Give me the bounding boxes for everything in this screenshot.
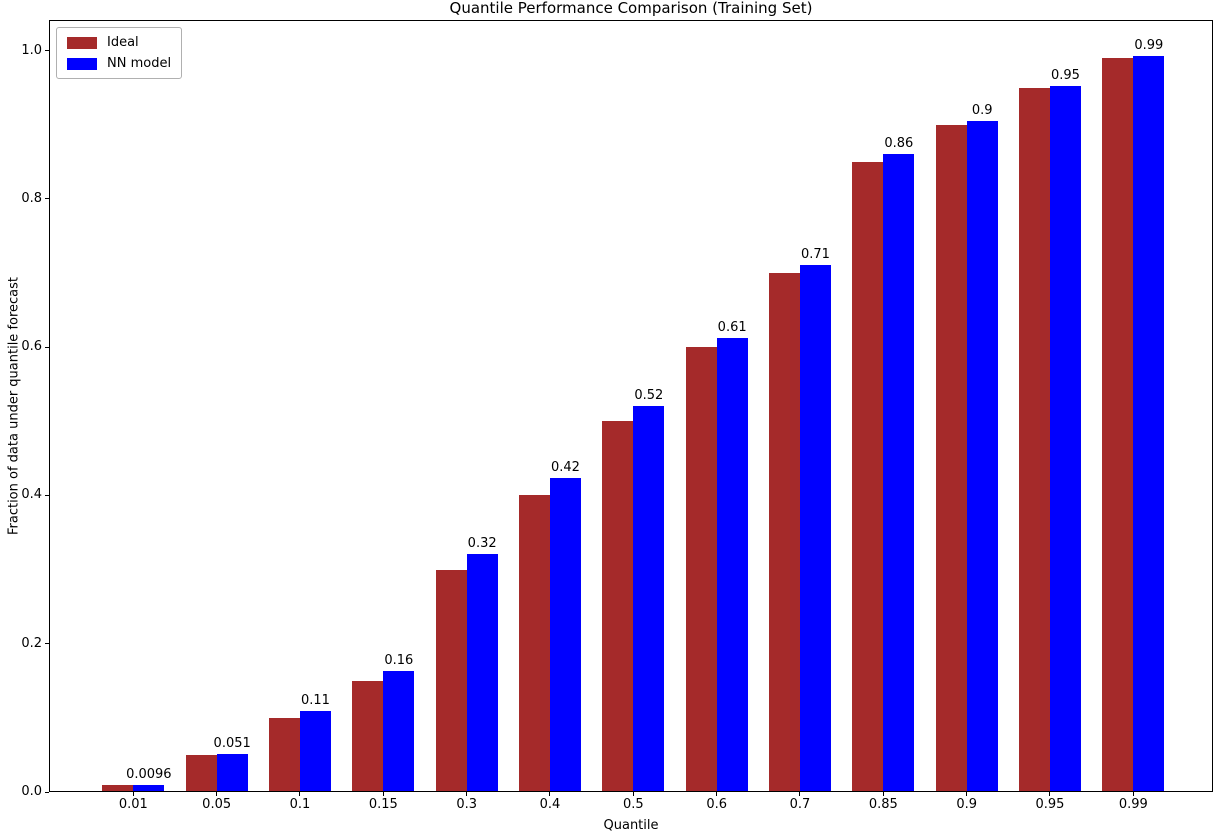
- bar-ideal-0.15: [352, 681, 384, 792]
- bar-value-label: 0.71: [801, 246, 830, 262]
- y-tick-label: 0.4: [21, 487, 42, 503]
- x-tick-mark: [1132, 792, 1134, 796]
- y-tick-label: 0.6: [21, 339, 42, 355]
- x-tick-mark: [966, 792, 968, 796]
- y-tick-mark: [45, 198, 49, 200]
- bar-value-label: 0.0096: [126, 766, 172, 782]
- bar-nn-model-0.6: [716, 338, 748, 792]
- bar-ideal-0.6: [685, 347, 717, 792]
- x-tick-label: 0.7: [789, 797, 811, 812]
- bar-nn-model-0.15: [383, 671, 415, 792]
- x-tick-label: 0.95: [1035, 797, 1065, 812]
- y-tick-label: 1.0: [21, 42, 42, 58]
- y-tick-mark: [45, 50, 49, 51]
- x-tick-label: 0.5: [622, 797, 644, 812]
- legend-swatch-nn-model: [67, 57, 97, 70]
- bar-nn-model-0.4: [549, 478, 581, 792]
- bar-value-label: 0.52: [634, 388, 664, 404]
- bar-nn-model-0.1: [299, 711, 331, 792]
- bar-value-label: 0.32: [467, 535, 497, 551]
- x-tick-mark: [549, 792, 551, 796]
- x-tick-label: 0.3: [456, 797, 477, 812]
- x-tick-label: 0.99: [1118, 797, 1148, 812]
- bar-value-label: 0.16: [384, 653, 414, 669]
- bar-ideal-0.85: [852, 162, 884, 792]
- bar-ideal-0.3: [435, 570, 467, 792]
- bar-nn-model-0.5: [633, 406, 665, 792]
- bar-nn-model-0.05: [216, 754, 248, 792]
- x-tick-mark: [466, 792, 468, 796]
- legend-label-nn-model: NN model: [107, 56, 172, 71]
- bar-nn-model-0.9: [966, 121, 998, 792]
- x-tick-label: 0.6: [706, 797, 727, 812]
- y-tick-mark: [45, 643, 49, 645]
- bar-ideal-0.95: [1018, 88, 1050, 792]
- legend-swatch-ideal: [67, 36, 97, 49]
- x-tick-label: 0.4: [539, 797, 561, 812]
- bar-ideal-0.9: [935, 125, 967, 792]
- x-tick-mark: [216, 792, 218, 796]
- bar-nn-model-0.99: [1133, 56, 1165, 792]
- y-tick-label: 0.2: [21, 635, 42, 651]
- bar-ideal-0.05: [185, 755, 217, 792]
- x-tick-label: 0.9: [956, 797, 977, 812]
- legend-label-ideal: Ideal: [107, 35, 139, 50]
- x-tick-mark: [1049, 792, 1051, 796]
- legend-item-ideal: Ideal: [67, 35, 171, 50]
- bar-nn-model-0.3: [466, 554, 498, 792]
- legend: Ideal NN model: [56, 27, 183, 79]
- bar-value-label: 0.9: [971, 102, 993, 118]
- bar-value-label: 0.61: [717, 320, 747, 336]
- bar-value-label: 0.99: [1134, 38, 1164, 54]
- bar-ideal-0.7: [768, 273, 800, 792]
- bar-value-label: 0.86: [884, 136, 914, 152]
- bar-ideal-0.4: [518, 495, 550, 792]
- x-tick-label: 0.15: [368, 797, 398, 812]
- bar-ideal-0.99: [1102, 58, 1134, 792]
- y-tick-mark: [45, 791, 49, 793]
- bar-nn-model-0.7: [799, 265, 831, 792]
- x-axis-label: Quantile: [603, 818, 659, 833]
- x-tick-label: 0.85: [868, 797, 898, 812]
- x-tick-mark: [632, 792, 634, 796]
- x-tick-label: 0.05: [202, 797, 232, 812]
- bar-ideal-0.1: [268, 718, 300, 792]
- bar-value-label: 0.11: [301, 693, 330, 709]
- bar-value-label: 0.42: [551, 460, 580, 476]
- y-tick-mark: [45, 494, 49, 496]
- bar-ideal-0.5: [602, 421, 634, 792]
- bar-value-label: 0.95: [1051, 68, 1080, 84]
- bar-value-label: 0.051: [213, 736, 251, 752]
- x-tick-mark: [299, 792, 301, 796]
- x-tick-mark: [382, 792, 384, 796]
- y-tick-label: 0.8: [21, 190, 42, 206]
- x-tick-mark: [716, 792, 718, 796]
- legend-item-nn-model: NN model: [67, 56, 171, 71]
- bar-nn-model-0.01: [133, 785, 165, 792]
- bar-ideal-0.01: [102, 785, 134, 792]
- y-tick-mark: [45, 346, 49, 348]
- x-tick-mark: [132, 792, 134, 796]
- bar-nn-model-0.85: [883, 154, 915, 792]
- bar-nn-model-0.95: [1049, 86, 1081, 792]
- x-tick-mark: [799, 792, 801, 796]
- x-tick-label: 0.01: [118, 797, 148, 812]
- x-tick-mark: [882, 792, 884, 796]
- chart-title: Quantile Performance Comparison (Trainin…: [449, 0, 813, 17]
- x-tick-label: 0.1: [289, 797, 311, 812]
- y-tick-label: 0.0: [21, 784, 42, 799]
